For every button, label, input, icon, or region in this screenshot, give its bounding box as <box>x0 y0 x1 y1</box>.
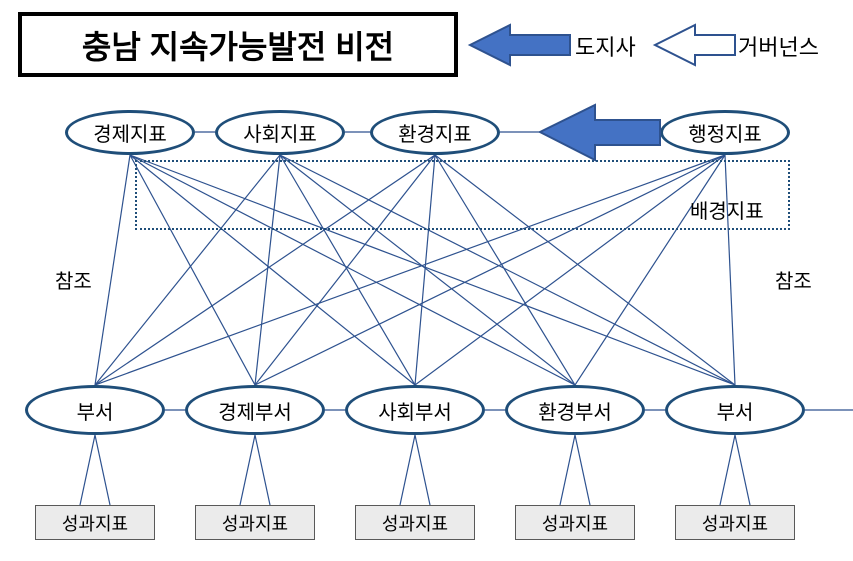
department-d4: 환경부서 <box>505 385 645 435</box>
department-d2: 경제부서 <box>185 385 325 435</box>
indicator-econ: 경제지표 <box>65 110 195 155</box>
department-d1: 부서 <box>25 385 165 435</box>
indicator-soc-label: 사회지표 <box>243 118 317 147</box>
indicator-admin-label: 행정지표 <box>688 118 762 147</box>
outcome-o4-label: 성과지표 <box>542 510 608 536</box>
indicator-env-label: 환경지표 <box>398 118 472 147</box>
department-d3: 사회부서 <box>345 385 485 435</box>
arrow-filled_left_small <box>470 25 570 65</box>
arrow-layer <box>0 0 853 561</box>
department-d4-label: 환경부서 <box>538 396 612 425</box>
outcome-o1: 성과지표 <box>35 505 155 540</box>
connection-lines <box>0 0 853 561</box>
arrow-filled_left_big <box>540 105 660 160</box>
title-box: 충남 지속가능발전 비전 <box>18 12 458 77</box>
indicator-admin: 행정지표 <box>660 110 790 155</box>
outcome-o5-label: 성과지표 <box>702 510 768 536</box>
department-d3-label: 사회부서 <box>378 396 452 425</box>
outcome-o2: 성과지표 <box>195 505 315 540</box>
ref-label-left: 참조 <box>55 265 92 294</box>
department-d2-label: 경제부서 <box>218 396 292 425</box>
outcome-o5: 성과지표 <box>675 505 795 540</box>
arrow-hollow_left_small <box>655 25 735 65</box>
outcome-o4: 성과지표 <box>515 505 635 540</box>
department-d5: 부서 <box>665 385 805 435</box>
outcome-o1-label: 성과지표 <box>62 510 128 536</box>
outcome-o3-label: 성과지표 <box>382 510 448 536</box>
outcome-o2-label: 성과지표 <box>222 510 288 536</box>
outcome-o3: 성과지표 <box>355 505 475 540</box>
governor-label: 도지사 <box>575 30 636 62</box>
indicator-soc: 사회지표 <box>215 110 345 155</box>
ref-label-right: 참조 <box>775 265 812 294</box>
department-d5-label: 부서 <box>717 396 754 425</box>
department-d1-label: 부서 <box>77 396 114 425</box>
title-text: 충남 지속가능발전 비전 <box>82 22 394 68</box>
background-indicator-label: 배경지표 <box>690 195 764 224</box>
indicator-env: 환경지표 <box>370 110 500 155</box>
indicator-econ-label: 경제지표 <box>93 118 167 147</box>
governance-label: 거버넌스 <box>738 30 819 62</box>
